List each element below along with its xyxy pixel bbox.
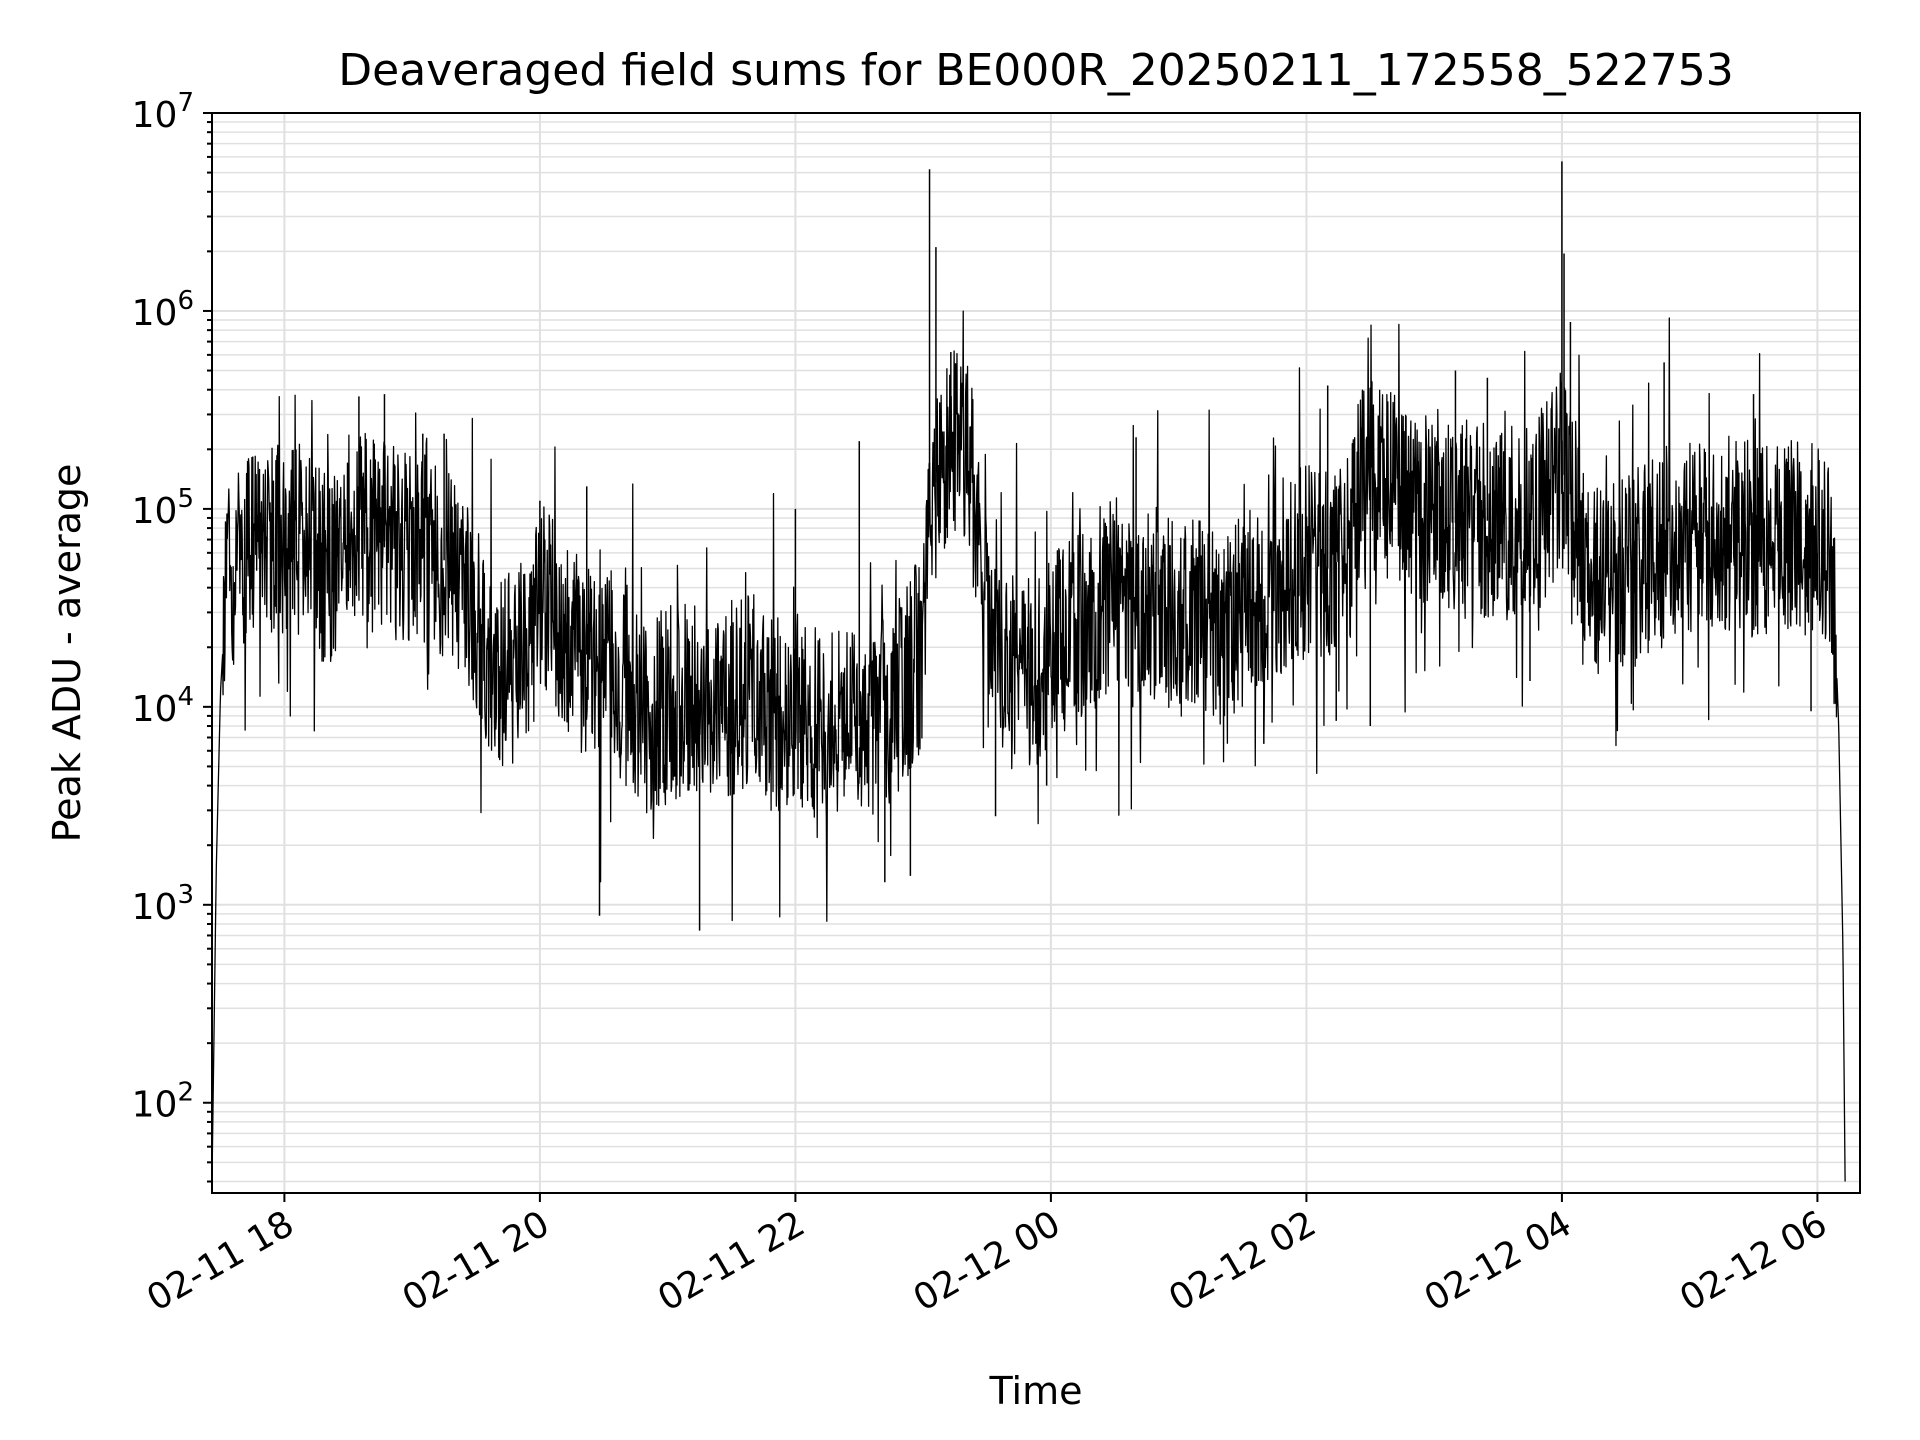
y-tick-label: 106 [132,286,194,334]
y-tick-label: 107 [132,88,194,136]
plot-layer [211,161,1846,1182]
y-axis-label: Peak ADU - average [45,464,89,843]
series-line [211,310,1846,1182]
x-axis-label: Time [989,1369,1083,1413]
y-tick-label: 104 [132,682,194,730]
y-tick-label: 102 [132,1078,194,1126]
axes-frame [211,112,1861,1194]
y-tick-label: 105 [132,484,194,532]
chart-title: Deaveraged field sums for BE000R_2025021… [338,45,1733,96]
y-tick-label: 103 [132,880,194,928]
